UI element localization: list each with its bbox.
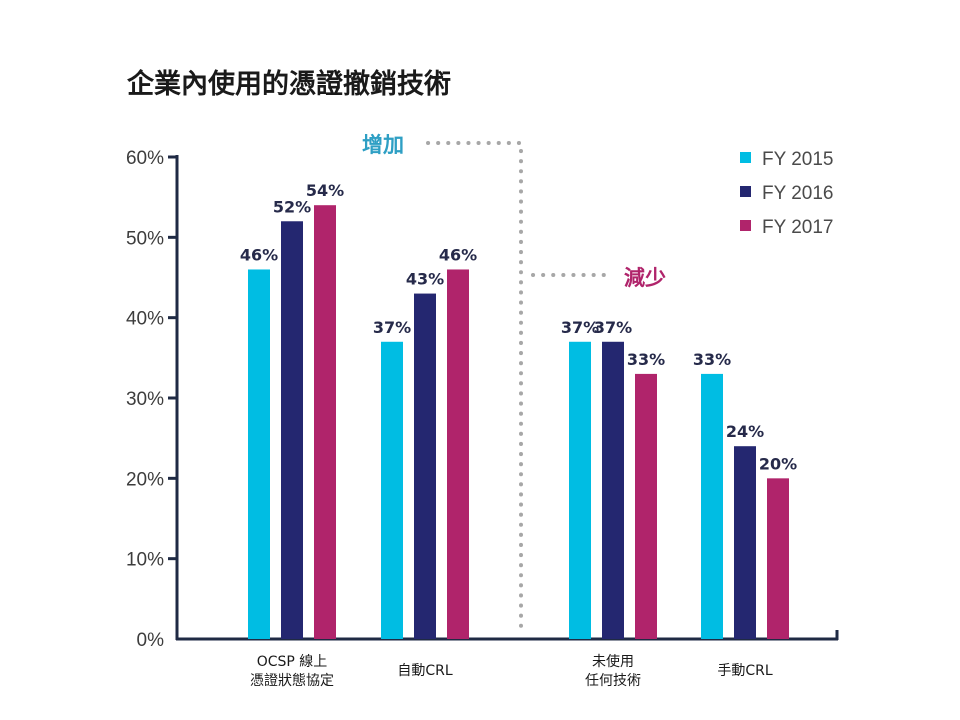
data-label: 20% <box>759 454 797 473</box>
data-label: 52% <box>273 197 311 216</box>
bar <box>381 341 403 639</box>
legend-swatch <box>740 152 751 163</box>
legend-label: FY 2017 <box>762 217 833 238</box>
category-label: 自動CRL <box>397 663 453 679</box>
legend-label: FY 2015 <box>762 149 833 170</box>
data-label: 37% <box>594 318 632 337</box>
data-label: 54% <box>306 181 344 200</box>
bar <box>734 446 756 639</box>
category-label: 憑證狀態協定 <box>250 672 334 689</box>
bar <box>635 373 657 639</box>
y-tick-label: 0% <box>137 630 165 651</box>
y-tick-label: 20% <box>126 469 164 490</box>
bar <box>447 269 469 639</box>
data-label: 46% <box>240 245 278 264</box>
data-label: 37% <box>561 318 599 337</box>
category-label: OCSP 線上 <box>257 654 328 670</box>
y-tick-label: 30% <box>126 389 164 410</box>
bar <box>701 373 723 639</box>
bar <box>248 269 270 639</box>
chart-title: 企業內使用的憑證撤銷技術 <box>127 68 451 100</box>
y-tick-label: 40% <box>126 309 164 330</box>
bar <box>569 341 591 639</box>
legend-swatch <box>740 220 751 231</box>
bar <box>767 478 789 639</box>
y-ticks: 0% 10% 20% 30% 40% 50% 60% <box>126 148 178 651</box>
divider-dotted-line <box>426 141 614 636</box>
bar <box>314 205 336 639</box>
category-label: 手動CRL <box>717 663 773 679</box>
legend: FY 2015 FY 2016 FY 2017 <box>740 149 833 238</box>
annotation-decrease: 減少 <box>624 266 666 290</box>
data-labels: 46%37% 37%33%52%43%37%24%54%46%33%20% <box>240 181 797 473</box>
data-label: 37% <box>373 318 411 337</box>
y-tick-label: 10% <box>126 550 164 571</box>
data-label: 46% <box>439 245 477 264</box>
data-label: 33% <box>627 350 665 369</box>
bars <box>248 205 789 639</box>
annotation-increase: 增加 <box>362 133 404 157</box>
data-label: 24% <box>726 422 764 441</box>
legend-swatch <box>740 186 751 197</box>
y-tick-label: 50% <box>126 228 164 249</box>
bar <box>281 221 303 639</box>
data-label: 43% <box>406 270 444 289</box>
category-label: 未使用 <box>592 653 634 670</box>
bar <box>414 293 436 639</box>
category-label: 任何技術 <box>585 673 641 689</box>
data-label: 33% <box>693 350 731 369</box>
legend-label: FY 2016 <box>762 183 833 204</box>
bar <box>602 341 624 639</box>
y-tick-label: 60% <box>126 148 164 169</box>
